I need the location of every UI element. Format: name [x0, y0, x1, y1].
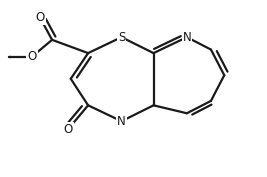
Text: O: O: [64, 123, 73, 136]
Text: N: N: [117, 115, 126, 128]
Text: O: O: [36, 11, 45, 24]
Text: S: S: [118, 31, 125, 44]
Text: O: O: [28, 50, 37, 63]
Text: N: N: [183, 31, 191, 44]
